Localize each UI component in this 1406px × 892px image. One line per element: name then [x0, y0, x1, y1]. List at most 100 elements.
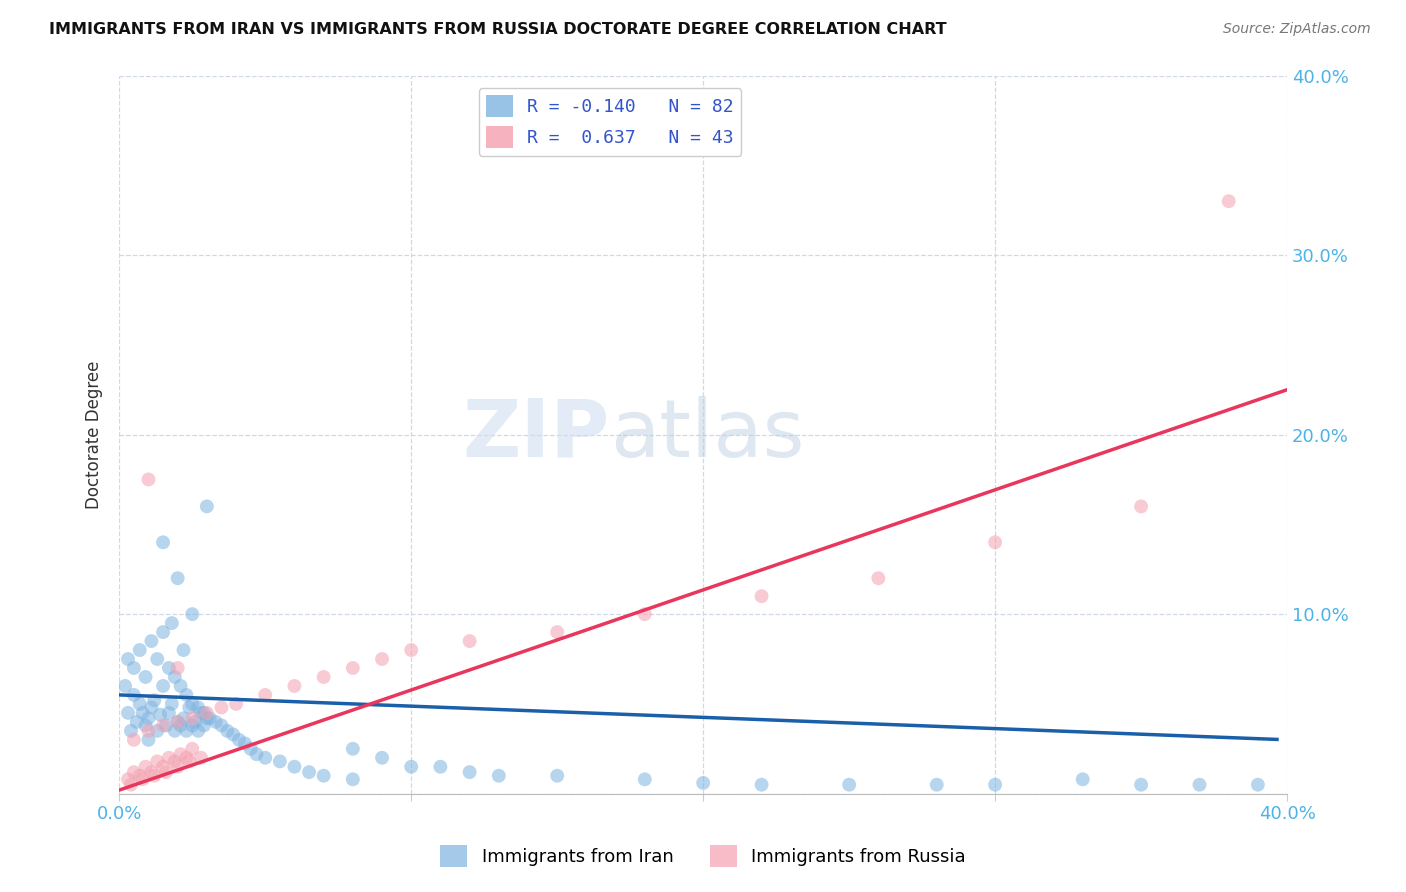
Point	[138, 473, 160, 487]
Point	[149, 707, 172, 722]
Point	[173, 643, 195, 657]
Point	[181, 741, 204, 756]
Point	[152, 679, 174, 693]
Point	[195, 711, 218, 725]
Point	[193, 718, 215, 732]
Point	[181, 697, 204, 711]
Point	[155, 718, 177, 732]
Point	[141, 700, 163, 714]
Point	[984, 778, 1007, 792]
Point	[166, 760, 188, 774]
Point	[190, 751, 212, 765]
Text: IMMIGRANTS FROM IRAN VS IMMIGRANTS FROM RUSSIA DOCTORATE DEGREE CORRELATION CHAR: IMMIGRANTS FROM IRAN VS IMMIGRANTS FROM …	[49, 22, 946, 37]
Point	[283, 679, 305, 693]
Point	[228, 732, 250, 747]
Point	[138, 711, 160, 725]
Point	[371, 751, 394, 765]
Point	[122, 765, 145, 780]
Point	[176, 723, 198, 738]
Point	[117, 772, 139, 787]
Point	[546, 769, 568, 783]
Point	[169, 679, 191, 693]
Point	[120, 778, 142, 792]
Point	[122, 661, 145, 675]
Point	[173, 711, 195, 725]
Point	[225, 697, 247, 711]
Point	[157, 661, 180, 675]
Point	[984, 535, 1007, 549]
Point	[204, 714, 226, 729]
Point	[371, 652, 394, 666]
Point	[160, 697, 183, 711]
Point	[187, 723, 209, 738]
Text: atlas: atlas	[610, 395, 804, 474]
Point	[128, 697, 150, 711]
Point	[152, 718, 174, 732]
Point	[114, 679, 136, 693]
Point	[838, 778, 860, 792]
Point	[1247, 778, 1270, 792]
Point	[131, 772, 153, 787]
Point	[152, 625, 174, 640]
Point	[143, 693, 166, 707]
Point	[211, 718, 233, 732]
Point	[122, 732, 145, 747]
Legend: Immigrants from Iran, Immigrants from Russia: Immigrants from Iran, Immigrants from Ru…	[433, 838, 973, 874]
Point	[751, 589, 773, 603]
Point	[312, 670, 335, 684]
Point	[166, 714, 188, 729]
Point	[198, 711, 221, 725]
Point	[195, 706, 218, 720]
Point	[166, 714, 188, 729]
Point	[1218, 194, 1240, 209]
Point	[342, 661, 364, 675]
Point	[751, 778, 773, 792]
Point	[143, 769, 166, 783]
Point	[166, 571, 188, 585]
Point	[298, 765, 321, 780]
Point	[399, 760, 422, 774]
Point	[169, 718, 191, 732]
Point	[458, 765, 481, 780]
Y-axis label: Doctorate Degree: Doctorate Degree	[86, 360, 103, 508]
Text: ZIP: ZIP	[463, 395, 610, 474]
Point	[488, 769, 510, 783]
Point	[1130, 778, 1153, 792]
Point	[166, 661, 188, 675]
Point	[458, 634, 481, 648]
Point	[184, 714, 207, 729]
Point	[117, 652, 139, 666]
Point	[169, 747, 191, 761]
Point	[141, 765, 163, 780]
Point	[157, 751, 180, 765]
Point	[146, 652, 169, 666]
Point	[195, 500, 218, 514]
Point	[193, 706, 215, 720]
Point	[399, 643, 422, 657]
Point	[187, 700, 209, 714]
Point	[190, 706, 212, 720]
Point	[254, 688, 277, 702]
Point	[138, 732, 160, 747]
Point	[117, 706, 139, 720]
Point	[128, 769, 150, 783]
Point	[1071, 772, 1094, 787]
Point	[1130, 500, 1153, 514]
Point	[283, 760, 305, 774]
Point	[692, 776, 714, 790]
Point	[152, 760, 174, 774]
Point	[312, 769, 335, 783]
Point	[155, 765, 177, 780]
Point	[163, 670, 186, 684]
Point	[217, 723, 239, 738]
Point	[179, 700, 201, 714]
Point	[135, 670, 157, 684]
Point	[135, 718, 157, 732]
Point	[1188, 778, 1211, 792]
Point	[125, 714, 148, 729]
Point	[925, 778, 948, 792]
Point	[128, 643, 150, 657]
Point	[233, 736, 256, 750]
Point	[122, 688, 145, 702]
Point	[634, 772, 657, 787]
